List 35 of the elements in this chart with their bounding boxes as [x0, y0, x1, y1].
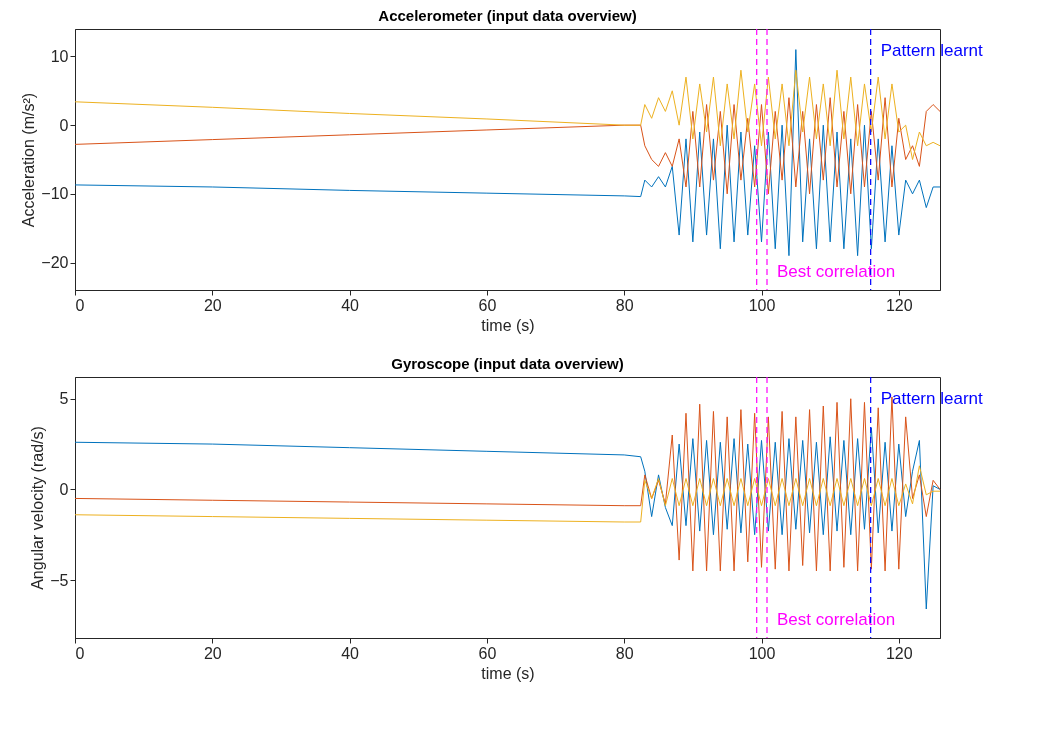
line-series [74, 465, 941, 523]
y-tick-label: −10 [41, 185, 69, 203]
line-series [74, 427, 941, 610]
ref-line-label: Best correlation [777, 610, 896, 629]
x-tick-label: 20 [203, 296, 222, 314]
ref-line-label: Pattern learnt [880, 41, 983, 60]
x-tick-label: 80 [615, 644, 634, 662]
ref-line-label: Best correlation [777, 262, 896, 281]
x-tick-label: 120 [885, 296, 913, 314]
y-tick-label: −20 [41, 254, 69, 272]
y-tick-label: −5 [50, 571, 69, 589]
x-tick-label: 60 [478, 644, 497, 662]
y-axis-title: Angular velocity (rad/s) [29, 426, 47, 590]
line-series [74, 97, 941, 195]
x-tick-label: 20 [203, 644, 222, 662]
y-tick-label: 0 [59, 116, 69, 134]
x-tick-label: 100 [748, 644, 776, 662]
ref-line-label: Pattern learnt [880, 389, 983, 408]
y-tick-label: 5 [59, 390, 69, 408]
chart-title: Accelerometer (input data overview) [378, 7, 637, 25]
x-axis-title: time (s) [481, 664, 535, 682]
x-tick-label: 0 [75, 296, 85, 314]
x-tick-label: 40 [341, 296, 360, 314]
line-series [74, 69, 941, 160]
x-tick-label: 40 [341, 644, 360, 662]
x-tick-label: 120 [885, 644, 913, 662]
x-tick-label: 100 [748, 296, 776, 314]
y-axis-title: Acceleration (m/s²) [20, 92, 38, 228]
chart-title: Gyroscope (input data overview) [391, 355, 624, 373]
x-axis-title: time (s) [481, 316, 535, 334]
x-tick-label: 80 [615, 296, 634, 314]
y-tick-label: 0 [59, 480, 69, 498]
x-tick-label: 60 [478, 296, 497, 314]
x-tick-label: 0 [75, 644, 85, 662]
y-tick-label: 10 [50, 47, 69, 65]
